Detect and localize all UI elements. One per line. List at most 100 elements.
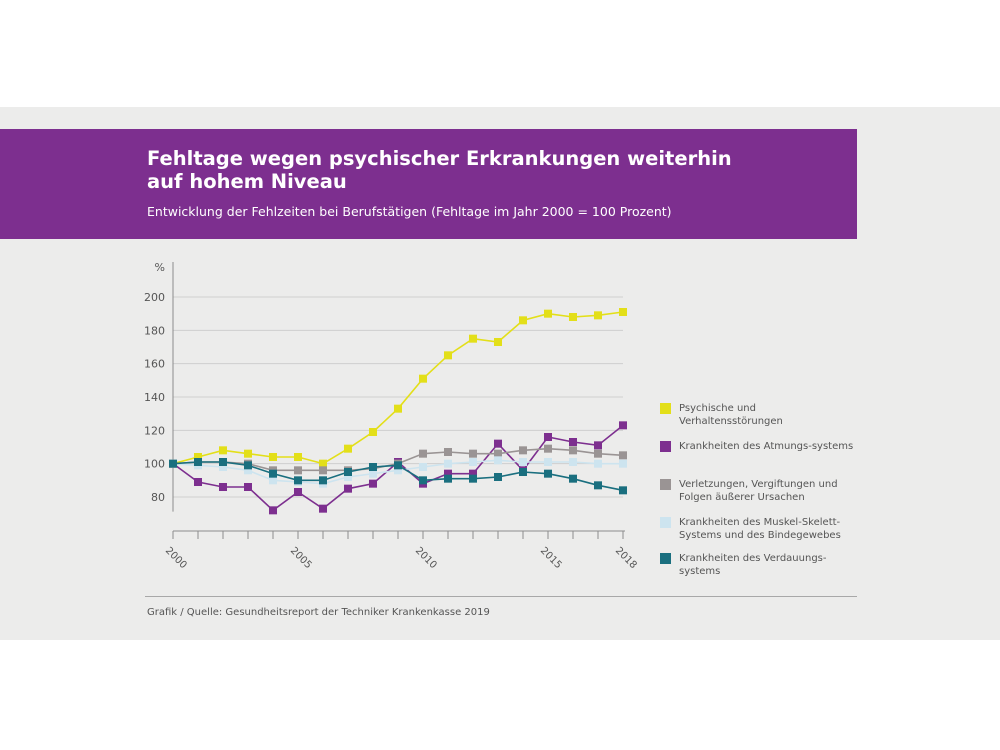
series-0-point-2008 [369, 428, 377, 436]
series-0-point-2016 [569, 313, 577, 321]
series-0-point-2015 [544, 309, 552, 318]
series-2-point-2018 [619, 451, 627, 460]
series-4-point-2011 [444, 474, 452, 483]
series-1-point-2005 [294, 488, 302, 496]
series-1-point-2002 [219, 483, 227, 491]
series-0-point-2013 [494, 338, 502, 346]
legend-label-2: Verletzungen, Vergiftungen und Folgen äu… [679, 479, 838, 503]
series-1-point-2006 [319, 504, 327, 513]
series-2-point-2006 [319, 466, 327, 475]
series-4-point-2010 [419, 476, 427, 485]
chart-subtitle: Entwicklung der Fehlzeiten bei Berufstät… [147, 204, 672, 219]
series-3-point-2012 [469, 458, 477, 466]
series-3-point-2010 [419, 463, 427, 471]
series-0-point-2007 [344, 444, 352, 453]
series-2-point-2016 [569, 446, 577, 455]
series-1-point-2015 [544, 433, 552, 441]
series-4-point-2005 [294, 476, 302, 485]
y-tick-label-180: 180 [144, 324, 165, 337]
legend-swatch-1 [660, 441, 671, 452]
series-4-point-2001 [194, 458, 202, 466]
series-3-point-2011 [444, 459, 452, 468]
x-tick-label-2005: 2005 [288, 545, 314, 571]
y-tick-label-160: 160 [144, 358, 165, 371]
series-0-point-2004 [269, 453, 277, 461]
source-note: Grafik / Quelle: Gesundheitsreport der T… [147, 607, 490, 618]
series-0-point-2011 [444, 351, 452, 360]
series-4-point-2014 [519, 468, 527, 476]
y-tick-label-200: 200 [144, 291, 165, 304]
y-axis-unit-label: % [155, 261, 165, 274]
series-4-point-2016 [569, 474, 577, 483]
series-1-point-2007 [344, 484, 352, 493]
series-4-point-2015 [544, 469, 552, 478]
y-tick-label-140: 140 [144, 391, 165, 404]
series-3-point-2008 [369, 469, 377, 478]
series-2-point-2014 [519, 446, 527, 455]
series-0-point-2012 [469, 334, 477, 343]
series-3-point-2016 [569, 458, 577, 466]
series-3-point-2003 [244, 466, 252, 475]
line-chart: 80 100 120 140 160 180 200% 2000 2005 2010 2015 201… [144, 261, 639, 571]
legend-label-4: Krankheiten des Verdauungs-systems [679, 553, 827, 577]
legend-swatch-0 [660, 403, 671, 414]
legend-label-1: Krankheiten des Atmungs-systems [679, 441, 854, 452]
x-tick-label-2018: 2018 [613, 545, 639, 571]
series-1-point-2013 [494, 439, 502, 448]
series-1-point-2017 [594, 441, 602, 450]
series-3-point-2015 [544, 458, 552, 466]
series-1-point-2016 [569, 438, 577, 446]
series-4-point-2008 [369, 463, 377, 471]
x-tick-label-2015: 2015 [538, 545, 564, 571]
series-4-point-2013 [494, 473, 502, 481]
x-tick-label-2000: 2000 [163, 545, 189, 571]
series-4-point-2018 [619, 486, 627, 495]
series-3-point-2018 [619, 459, 627, 468]
legend-swatch-3 [660, 517, 671, 528]
series-3-point-2004 [269, 476, 277, 485]
x-tick-label-2010: 2010 [413, 545, 439, 571]
series-3-point-2009 [394, 466, 402, 475]
series-0-point-2009 [394, 404, 402, 413]
infographic-card: Fehltage wegen psychischer Erkrankungen … [0, 107, 1000, 640]
series-3-point-2007 [344, 473, 352, 481]
series-4-point-2000 [169, 459, 177, 468]
series-0-point-2001 [194, 453, 202, 461]
legend-label-0: Psychische und Verhaltensstörungen [679, 403, 783, 427]
series-2-point-2017 [594, 449, 602, 458]
series-0-point-2002 [219, 446, 227, 455]
series-0-point-2003 [244, 449, 252, 458]
y-tick-label-100: 100 [144, 458, 165, 471]
series-1-point-2011 [444, 469, 452, 478]
title-banner: Fehltage wegen psychischer Erkrankungen … [0, 129, 857, 239]
series-2-point-2011 [444, 448, 452, 456]
y-tick-label-120: 120 [144, 424, 165, 437]
series-3-point-2017 [594, 459, 602, 468]
series-2-point-2013 [494, 449, 502, 458]
series-4-point-2012 [469, 474, 477, 483]
chart-title: Fehltage wegen psychischer Erkrankungen … [147, 147, 847, 193]
series-2-point-2012 [469, 449, 477, 458]
series-1-point-2012 [469, 469, 477, 478]
series-0-point-2010 [419, 374, 427, 383]
series-1-point-2004 [269, 506, 277, 515]
series-1-point-2001 [194, 478, 202, 486]
series-2-point-2005 [294, 466, 302, 475]
legend-label-3: Krankheiten des Muskel-Skelett-Systems u… [679, 517, 841, 541]
legend-swatch-2 [660, 479, 671, 490]
series-0-point-2017 [594, 311, 602, 320]
series-0-point-2006 [319, 459, 327, 468]
series-3-point-2014 [519, 458, 527, 466]
series-3-point-2002 [219, 463, 227, 471]
series-4-point-2003 [244, 461, 252, 470]
legend-swatch-4 [660, 553, 671, 564]
series-1-point-2008 [369, 479, 377, 488]
series-4-point-2006 [319, 476, 327, 485]
series-2-point-2015 [544, 444, 552, 453]
series-0-point-2014 [519, 316, 527, 325]
series-1-point-2018 [619, 421, 627, 430]
chart-title-line-2: auf hohem Niveau [147, 170, 347, 193]
series-0-point-2018 [619, 308, 627, 316]
footer-divider [145, 596, 857, 597]
y-tick-label-80: 80 [151, 491, 165, 504]
